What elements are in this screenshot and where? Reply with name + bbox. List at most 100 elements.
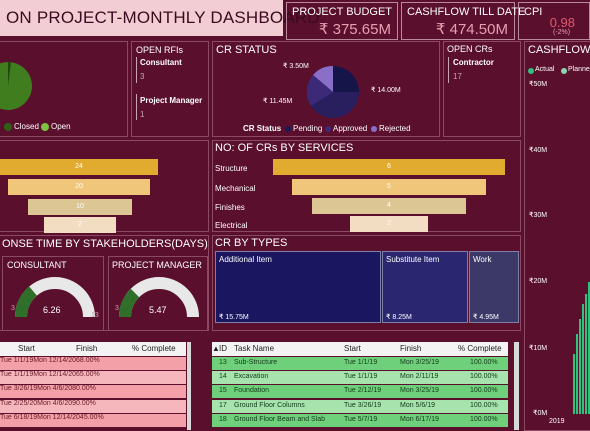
cashflow-tick-10: ₹10M (529, 345, 548, 352)
gauge-min: 3 (11, 305, 15, 312)
gauge-label: PROJECT MANAGER (112, 260, 202, 270)
cr-status-title: CR STATUS (216, 44, 277, 56)
col-finish: Finish (76, 344, 98, 353)
table-row[interactable]: Tue 2/25/20Mon 4/6/2090.00% (0, 399, 186, 413)
table-cell: 45.00% (79, 413, 104, 421)
tree-box-substitute[interactable]: Substitute Item ₹ 8.25M (382, 251, 468, 323)
kpi-value: ₹ 474.50M (435, 21, 508, 38)
cashflow-year: 2019 (549, 418, 565, 425)
tree-value: ₹ 15.75M (219, 314, 249, 321)
cashflow-bar (576, 334, 578, 414)
tree-label: Additional Item (219, 255, 272, 264)
col-complete: % Complete (458, 344, 502, 353)
table-cell: 80.00% (72, 385, 96, 393)
cashflow-bar (579, 319, 581, 414)
open-crs-label: Contractor (453, 58, 494, 67)
table-cell: Sub-Structure (234, 359, 278, 366)
col-finish: Finish (400, 344, 422, 353)
table-row[interactable]: Tue 6/18/19Mon 12/14/2045.00% (0, 413, 186, 427)
table-row[interactable]: 18 Ground Floor Beam and Slab Tue 5/7/19 Mo… (212, 413, 508, 427)
kpi-cashflow-till-date: CASHFLOW TILL DATE ₹ 474.50M (401, 2, 525, 40)
table-cell: Mon 3/25/19 (400, 387, 439, 395)
table-cell: Ground Floor Beam and Slab (234, 415, 326, 423)
tree-label: Work (473, 255, 492, 264)
sort-up-icon[interactable]: ▲ (212, 344, 220, 353)
table-cell: 15 (219, 387, 227, 395)
open-crs-title: OPEN CRs (447, 44, 493, 54)
open-rfis-title: OPEN RFIs (136, 45, 184, 55)
rfi-pm-value: 1 (140, 110, 145, 119)
rfi-pie-panel: Closed Open (0, 41, 128, 137)
table-cell: 100.00% (470, 401, 498, 409)
right-table-scrollbar[interactable] (514, 342, 519, 430)
table-row[interactable]: Tue 3/26/19Mon 4/6/2080.00% (0, 385, 186, 399)
table-cell: 65.00% (76, 371, 100, 379)
cr-by-types-title: CR BY TYPES (215, 237, 288, 249)
col-start: Start (344, 344, 361, 353)
services-bar-structure: 6 (273, 159, 505, 175)
table-cell: Mon 6/17/19 (400, 415, 439, 423)
dashboard-title-bar: ON PROJECT-MONTHLY DASHBOARD (0, 0, 320, 36)
open-crs-panel: OPEN CRs Contractor 17 (443, 41, 521, 137)
cashflow-tick-30: ₹30M (529, 212, 548, 219)
col-id: ID (219, 344, 227, 353)
cashflow-panel: CASHFLOW Actual Planne ₹50M ₹40M ₹30M ₹2… (524, 41, 590, 431)
pie-slice-approved (333, 66, 359, 92)
gauge-min: 3 (115, 305, 119, 312)
kpi-label: PROJECT BUDGET (292, 6, 393, 18)
cr-by-types-panel: CR BY TYPES Additional Item ₹ 15.75M Sub… (212, 235, 521, 331)
table-row[interactable]: Tue 1/1/19Mon 12/14/2065.00% (0, 371, 186, 385)
table-cell: 68.00% (76, 357, 100, 364)
funnel-bar-2: 20 (8, 179, 150, 195)
open-crs-value: 17 (453, 72, 462, 81)
services-bar-mechanical: 5 (292, 179, 486, 195)
cashflow-tick-40: ₹40M (529, 147, 548, 154)
crs-by-services-title: NO: OF CRs BY SERVICES (215, 142, 354, 154)
table-cell: Mon 5/6/19 (400, 401, 436, 409)
table-cell: Tue 1/1/19 (0, 357, 34, 364)
kpi-value: ₹ 375.65M (318, 21, 391, 38)
table-cell: Foundation (234, 387, 270, 395)
kpi-value: 0.98 (549, 15, 575, 30)
pie-slice-rejected (313, 65, 333, 92)
table-cell: Tue 1/1/19 (344, 373, 378, 381)
left-table-scrollbar[interactable] (187, 342, 191, 430)
gauge-project-manager: PROJECT MANAGER 5.47 3 (108, 256, 208, 331)
kpi-sub: (-2%) (553, 29, 571, 36)
table-row[interactable]: 15 Foundation Tue 2/12/19 Mon 3/25/19 100.00… (212, 385, 508, 399)
rfi-pie (0, 62, 32, 110)
cr-status-panel: CR STATUS ₹ 3.50M ₹ 14.00M ₹ 11.45M CR S… (212, 41, 440, 137)
cr-label-1: ₹ 3.50M (283, 63, 309, 70)
table-cell: Tue 1/1/19 (0, 371, 34, 379)
table-cell: Tue 1/1/19 (344, 359, 378, 366)
rfi-consultant-value: 3 (140, 72, 145, 81)
table-row[interactable]: 14 Excavation Tue 1/1/19 Mon 2/11/19 100.00% (212, 371, 508, 385)
legend-dot-open (41, 123, 49, 131)
cashflow-bar (588, 282, 590, 414)
table-cell: Mon 12/14/20 (33, 371, 77, 379)
cr-label-3: ₹ 11.45M (263, 98, 293, 105)
table-row[interactable]: Tue 1/1/19Mon 12/14/2068.00% (0, 357, 186, 370)
tree-box-work[interactable]: Work ₹ 4.95M (469, 251, 519, 323)
cashflow-title: CASHFLOW (528, 44, 590, 56)
left-table-header: Start Finish % Complete (0, 342, 186, 356)
cashflow-legend-actual: Actual (535, 66, 555, 73)
table-row[interactable]: 13 Sub-Structure Tue 1/1/19 Mon 3/25/19 100.… (212, 357, 508, 370)
table-cell: 13 (219, 359, 227, 366)
legend-open: Open (51, 122, 71, 131)
cashflow-tick-50: ₹50M (529, 81, 548, 88)
right-table-header: ▲ ID Task Name Start Finish % Complete (212, 342, 508, 356)
services-bar-electrical: 2 (350, 216, 428, 232)
table-cell: 100.00% (470, 359, 498, 366)
table-cell: Mon 3/25/19 (400, 359, 439, 366)
table-cell: 14 (219, 373, 227, 381)
table-cell: 100.00% (470, 387, 498, 395)
table-cell: Ground Floor Columns (234, 401, 305, 409)
pie-slice-open (0, 62, 32, 110)
table-row[interactable]: 17 Ground Floor Columns Tue 3/26/19 Mon 5/6… (212, 399, 508, 413)
tree-box-additional[interactable]: Additional Item ₹ 15.75M (215, 251, 381, 323)
response-time-title: ONSE TIME BY STAKEHOLDERS(DAYS) (2, 238, 208, 250)
kpi-label: CASHFLOW TILL DATE (407, 6, 526, 18)
gauge-max: 13 (91, 312, 99, 319)
kpi-project-budget: PROJECT BUDGET ₹ 375.65M (286, 2, 398, 40)
